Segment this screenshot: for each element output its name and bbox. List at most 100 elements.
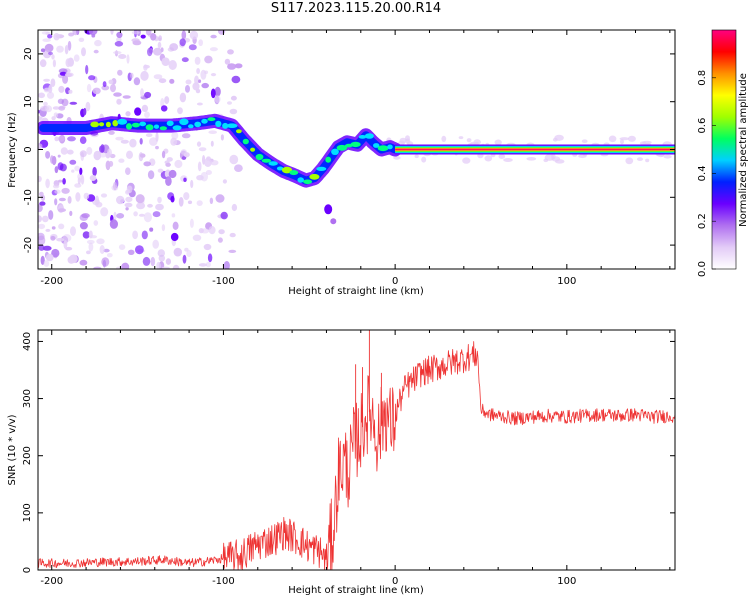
noise-blob [79, 150, 87, 158]
noise-blob [171, 131, 179, 140]
x-tick-label: -200 [40, 276, 63, 287]
noise-blob [171, 213, 176, 218]
colorbar-label: Normalized spectral amplitude [738, 73, 749, 227]
noise-blob [143, 64, 148, 71]
noise-blob [41, 31, 50, 35]
noise-blob [405, 135, 410, 142]
noise-blob [196, 68, 201, 74]
noise-blob [142, 256, 151, 266]
noise-blob [620, 139, 624, 145]
noise-blob [196, 102, 203, 106]
noise-blob [53, 112, 59, 118]
noise-blob [72, 30, 79, 36]
noise-blob [79, 222, 88, 230]
noise-blob [70, 226, 76, 237]
noise-blob [188, 44, 197, 51]
noise-blob [116, 213, 125, 219]
noise-blob [116, 98, 122, 105]
noise-blob [42, 49, 52, 59]
noise-blob [198, 39, 203, 47]
noise-blob [210, 73, 217, 77]
noise-blob [132, 230, 139, 240]
noise-blob [157, 41, 162, 49]
noise-blob [51, 155, 57, 166]
noise-blob [185, 79, 192, 85]
noise-blob [57, 162, 64, 171]
noise-blob [234, 164, 243, 172]
snr-y-axis-label: SNR (10 * v/v) [7, 414, 18, 485]
noise-blob [183, 192, 190, 201]
noise-blob [196, 200, 203, 207]
noise-blob [201, 82, 209, 89]
ridge-blob [250, 147, 256, 152]
colorbar-tick-label: 0.2 [697, 213, 708, 229]
noise-blob [207, 253, 213, 263]
ridge-blob [289, 170, 299, 176]
noise-blob [54, 166, 59, 174]
noise-blob [144, 91, 152, 99]
noise-blob [75, 192, 81, 202]
ridge-blob [112, 120, 119, 127]
noise-blob [129, 138, 137, 148]
noise-blob [67, 136, 76, 142]
noise-blob [181, 57, 189, 63]
noise-blob [118, 244, 126, 251]
figure-title: S117.2023.115.20.00.R14 [270, 1, 442, 16]
noise-blob [174, 159, 183, 169]
carrier-band-core [395, 148, 675, 151]
noise-blob [166, 157, 173, 162]
noise-blob [230, 95, 237, 101]
noise-blob [100, 193, 108, 198]
noise-blob [484, 155, 493, 162]
noise-blob [210, 140, 214, 147]
noise-blob [203, 243, 212, 251]
noise-blob [157, 196, 162, 204]
noise-blob [56, 237, 65, 242]
noise-blob [108, 130, 115, 135]
noise-blob [223, 261, 230, 269]
ridge-blob [215, 120, 222, 128]
noise-blob [140, 70, 149, 81]
noise-blob [124, 202, 133, 208]
noise-blob [38, 92, 45, 99]
noise-blob [139, 138, 143, 145]
noise-blob [551, 153, 556, 160]
noise-blob [220, 211, 228, 220]
noise-blob [79, 167, 83, 175]
x-tick-label: -100 [212, 576, 235, 587]
noise-blob [198, 79, 202, 83]
noise-blob [414, 154, 419, 159]
noise-blob [118, 158, 125, 163]
noise-blob [181, 133, 191, 139]
noise-blob [165, 258, 171, 265]
noise-blob [45, 228, 51, 232]
noise-blob [57, 98, 64, 105]
noise-blob [581, 139, 588, 143]
noise-blob [140, 88, 144, 98]
noise-blob [208, 226, 216, 235]
noise-blob [65, 246, 73, 251]
noise-blob [39, 191, 44, 197]
noise-blob [161, 266, 170, 269]
y-tick-label: 0 [22, 567, 33, 573]
noise-blob [125, 111, 131, 117]
noise-blob [554, 134, 564, 141]
noise-blob [96, 238, 105, 245]
noise-blob [100, 207, 109, 217]
noise-blob [143, 161, 151, 167]
noise-blob [131, 38, 140, 43]
noise-blob [48, 84, 53, 94]
ridge-blob [309, 173, 320, 180]
noise-blob [64, 45, 69, 55]
noise-blob [115, 136, 124, 141]
noise-blob [498, 154, 506, 159]
noise-blob [38, 235, 46, 246]
noise-blob [85, 101, 91, 112]
noise-blob [58, 197, 66, 202]
noise-blob [91, 33, 96, 38]
ridge-blob [222, 122, 229, 129]
noise-blob [110, 84, 116, 93]
noise-blob [139, 153, 146, 158]
x-tick-label: 0 [392, 276, 398, 287]
noise-blob [102, 259, 107, 268]
